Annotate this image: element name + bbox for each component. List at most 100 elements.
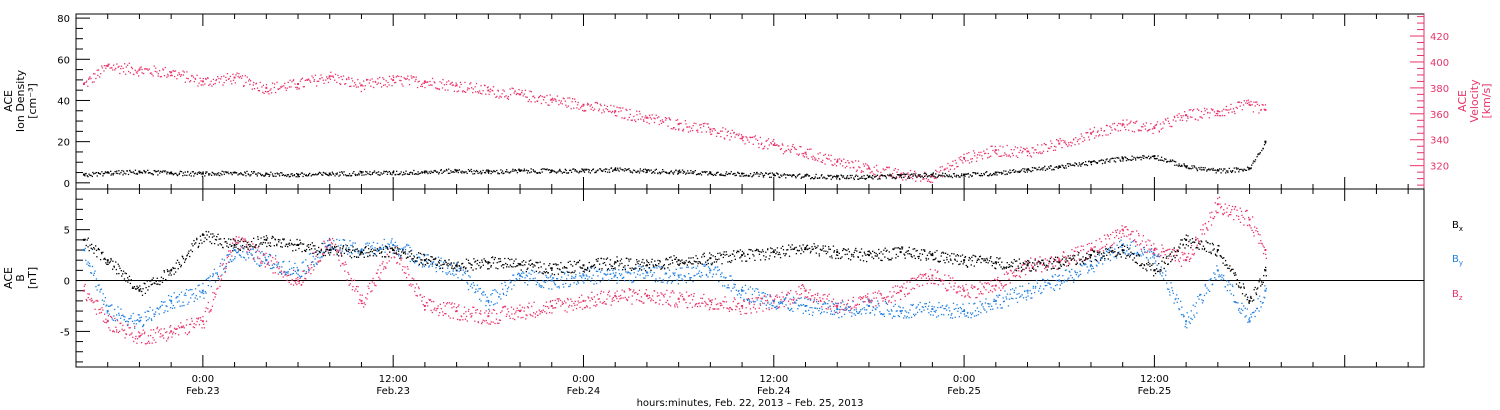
density-series-point [1034, 167, 1036, 169]
density-series-point [1263, 144, 1266, 146]
velocity-series-point [1243, 100, 1245, 102]
by-series-point [127, 321, 130, 323]
by-series-point [494, 288, 496, 291]
velocity-series-point [239, 75, 242, 78]
bz-series-point [248, 249, 250, 252]
density-series-point [490, 172, 492, 175]
by-series-point [242, 251, 244, 253]
density-series-point [480, 173, 483, 175]
by-series-point [544, 281, 547, 283]
by-series-point [560, 276, 563, 278]
velocity-series-point [1087, 136, 1090, 138]
velocity-series-point [1078, 143, 1080, 145]
by-series-point [558, 287, 560, 289]
bz-series-point [733, 297, 735, 299]
bz-series-point [886, 296, 888, 298]
bz-series-point [445, 312, 447, 315]
density-series-point [654, 169, 656, 171]
bz-series-point [255, 250, 257, 253]
bz-series-point [523, 307, 526, 309]
bz-series-point [762, 310, 764, 312]
velocity-series-point [1139, 129, 1141, 131]
velocity-series-point [410, 75, 412, 77]
velocity-series-point [157, 73, 159, 75]
density-series-point [888, 175, 890, 177]
velocity-series-point [492, 86, 495, 88]
velocity-series-point [1148, 129, 1150, 131]
bz-series-point [1116, 229, 1119, 231]
bz-series-point [1228, 204, 1230, 207]
by-series-point [570, 277, 573, 280]
bz-series-point [397, 253, 400, 255]
by-series-point [532, 278, 534, 280]
density-series-point [906, 173, 908, 175]
velocity-series-point [678, 128, 680, 130]
by-series-point [323, 242, 325, 245]
bz-series-point [1147, 239, 1149, 241]
velocity-series-point [780, 148, 783, 150]
velocity-series-point [1017, 156, 1019, 159]
density-series-point [470, 168, 472, 171]
velocity-series-point [284, 82, 286, 85]
bz-series-point [165, 331, 167, 334]
density-series-point [1084, 164, 1086, 166]
velocity-series-point [396, 75, 399, 77]
velocity-series-point [253, 88, 256, 90]
velocity-series-point [385, 80, 387, 82]
bz-series-point [1130, 233, 1132, 235]
bz-series-point [802, 285, 805, 287]
bz-series-point [610, 304, 612, 306]
bz-series-point [1105, 238, 1107, 240]
by-series-point [240, 256, 242, 258]
bz-series-point [421, 296, 424, 299]
bz-series-point [738, 308, 741, 310]
by-series-point [275, 255, 277, 257]
bz-series-point [1176, 251, 1178, 253]
density-series-point [166, 173, 168, 175]
bz-series-point [915, 278, 917, 281]
velocity-series-point [988, 156, 990, 158]
by-series-point [308, 253, 311, 255]
bz-series-point [1089, 255, 1091, 258]
velocity-series-point [421, 85, 424, 88]
bz-series-point [85, 298, 87, 301]
bz-series-point [1125, 226, 1127, 228]
density-series-point [1138, 157, 1140, 159]
velocity-series-point [122, 71, 125, 73]
by-series-point [126, 320, 128, 322]
bz-series-point [813, 300, 815, 303]
velocity-series-point [1050, 140, 1052, 142]
bz-series-point [236, 241, 238, 244]
velocity-series-point [308, 78, 310, 80]
density-series-point [176, 174, 178, 176]
bz-series-point [1241, 214, 1243, 216]
velocity-series-point [931, 175, 934, 178]
velocity-series-point [327, 81, 330, 84]
velocity-series-point [155, 67, 157, 69]
density-series-point [930, 173, 932, 176]
density-series-point [356, 174, 359, 176]
bz-series-point [455, 306, 458, 309]
density-series-point [645, 169, 648, 172]
bz-series-point [1209, 212, 1211, 214]
bz-series-point [973, 286, 975, 288]
by-series-point [245, 259, 247, 261]
density-series-point [1242, 170, 1244, 172]
by-series-point [641, 266, 643, 268]
velocity-series-point [739, 137, 741, 140]
density-series-point [824, 177, 826, 179]
density-series-point [581, 168, 583, 170]
velocity-series-point [746, 137, 748, 139]
bz-series-point [736, 303, 739, 305]
by-series-point [142, 325, 145, 327]
by-series-point [340, 244, 342, 246]
bz-series-point [1010, 270, 1012, 272]
by-series-point [215, 272, 217, 274]
velocity-series-point [130, 66, 133, 68]
density-series-point [759, 173, 761, 175]
bz-series-point [850, 308, 852, 310]
bz-series-point [1099, 248, 1101, 250]
bz-series-point [466, 320, 468, 322]
velocity-series-point [633, 115, 635, 118]
velocity-series-point [233, 76, 236, 79]
